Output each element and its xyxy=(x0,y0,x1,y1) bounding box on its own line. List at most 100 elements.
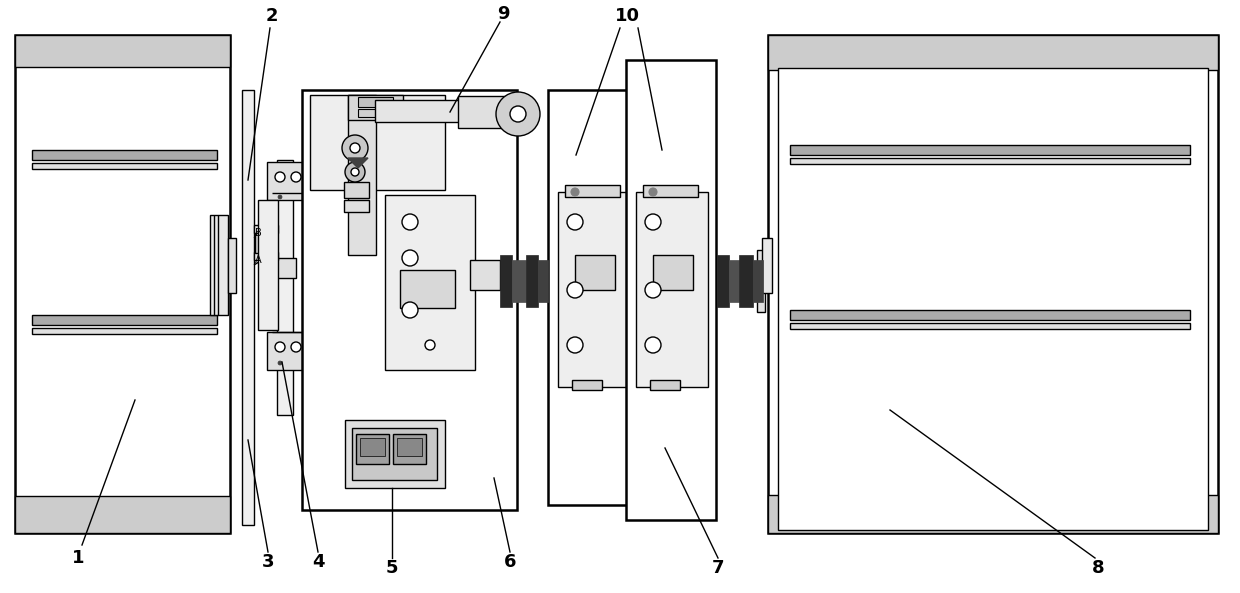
Circle shape xyxy=(278,195,281,199)
Bar xyxy=(729,260,739,302)
Bar xyxy=(242,90,254,525)
Circle shape xyxy=(567,282,583,298)
Text: 1: 1 xyxy=(72,549,84,567)
Text: 9: 9 xyxy=(497,5,510,23)
Bar xyxy=(15,496,229,533)
Bar xyxy=(500,255,512,307)
Bar xyxy=(470,260,500,290)
Circle shape xyxy=(402,302,418,318)
Bar xyxy=(348,95,403,120)
Bar xyxy=(303,90,517,510)
Bar xyxy=(768,35,1218,70)
Bar xyxy=(717,255,729,307)
Bar xyxy=(15,35,229,533)
Circle shape xyxy=(496,92,539,136)
Bar xyxy=(790,323,1190,329)
Bar xyxy=(360,438,384,456)
Bar xyxy=(356,434,389,464)
Bar xyxy=(374,100,465,122)
Bar xyxy=(258,200,278,330)
Circle shape xyxy=(402,214,418,230)
Text: 6: 6 xyxy=(503,553,516,571)
Circle shape xyxy=(278,361,281,365)
Circle shape xyxy=(567,337,583,353)
Bar xyxy=(636,192,708,387)
Circle shape xyxy=(645,337,661,353)
Bar xyxy=(558,192,630,387)
Circle shape xyxy=(291,172,301,182)
Text: B: B xyxy=(254,228,262,238)
Bar xyxy=(32,163,217,169)
Bar xyxy=(358,97,393,107)
Bar xyxy=(653,255,693,290)
Circle shape xyxy=(275,172,285,182)
Bar xyxy=(626,60,715,520)
Bar xyxy=(32,328,217,334)
Text: 4: 4 xyxy=(311,553,324,571)
Circle shape xyxy=(645,214,661,230)
Bar xyxy=(277,160,293,415)
Bar xyxy=(343,200,370,212)
Bar xyxy=(644,185,698,197)
Bar xyxy=(15,35,229,67)
Circle shape xyxy=(425,340,435,350)
Bar xyxy=(565,185,620,197)
Circle shape xyxy=(275,342,285,352)
Circle shape xyxy=(510,106,526,122)
Bar xyxy=(768,495,1218,533)
Text: 5: 5 xyxy=(386,559,398,577)
Bar xyxy=(228,238,236,293)
Bar xyxy=(352,428,436,480)
Bar xyxy=(401,270,455,308)
Bar xyxy=(512,260,526,302)
Bar xyxy=(538,260,548,302)
Circle shape xyxy=(350,143,360,153)
Bar xyxy=(310,95,445,190)
Bar xyxy=(777,68,1208,530)
Circle shape xyxy=(345,162,365,182)
Circle shape xyxy=(570,188,579,196)
Bar xyxy=(393,434,427,464)
Bar xyxy=(345,420,445,488)
Bar xyxy=(255,233,267,253)
Bar xyxy=(572,380,601,390)
Bar xyxy=(254,252,278,260)
Bar xyxy=(397,438,422,456)
Circle shape xyxy=(567,214,583,230)
Circle shape xyxy=(342,135,368,161)
Polygon shape xyxy=(348,158,368,168)
Bar xyxy=(358,109,393,117)
Bar xyxy=(768,35,1218,533)
Bar xyxy=(274,258,296,278)
Text: 2: 2 xyxy=(265,7,278,25)
Text: 8: 8 xyxy=(1091,559,1105,577)
Bar xyxy=(790,310,1190,320)
Circle shape xyxy=(351,168,360,176)
Bar xyxy=(753,260,763,302)
Text: 3: 3 xyxy=(262,553,274,571)
Circle shape xyxy=(645,282,661,298)
Bar xyxy=(254,225,278,233)
Bar xyxy=(348,95,376,255)
Bar xyxy=(343,182,370,198)
Bar xyxy=(756,250,765,312)
Bar xyxy=(790,145,1190,155)
Bar xyxy=(526,255,538,307)
Bar xyxy=(267,162,308,200)
Bar xyxy=(267,332,308,370)
Circle shape xyxy=(649,188,657,196)
Bar xyxy=(739,255,753,307)
Text: 7: 7 xyxy=(712,559,724,577)
Text: 10: 10 xyxy=(615,7,640,25)
Bar xyxy=(32,315,217,325)
Bar xyxy=(575,255,615,290)
Bar xyxy=(548,90,639,505)
Circle shape xyxy=(402,250,418,266)
Bar xyxy=(763,238,773,293)
Bar xyxy=(210,215,228,315)
Bar xyxy=(32,150,217,160)
Bar xyxy=(790,158,1190,164)
Bar xyxy=(384,195,475,370)
Circle shape xyxy=(291,342,301,352)
Bar xyxy=(458,96,513,128)
